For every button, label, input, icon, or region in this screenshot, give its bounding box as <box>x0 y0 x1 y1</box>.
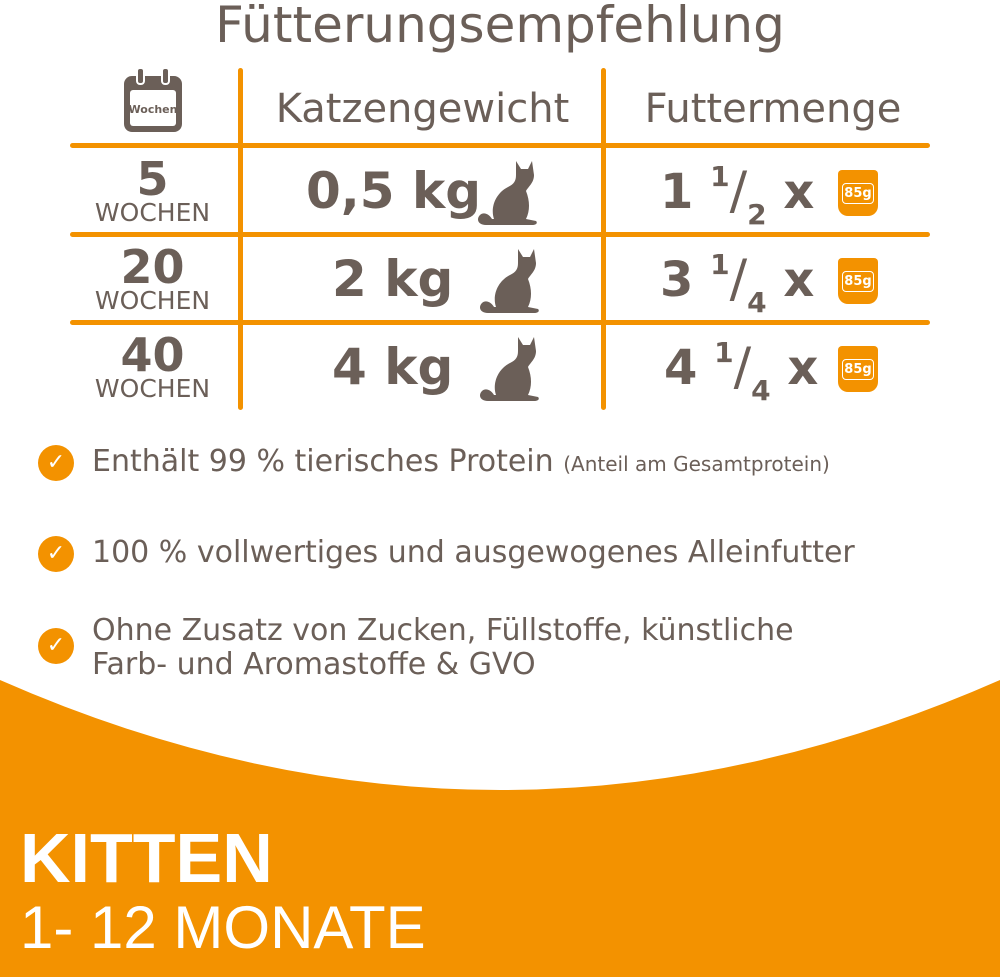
amount-times: x <box>787 340 819 396</box>
weight-value: 4 kg <box>332 338 454 396</box>
amount-value: 4 1/4 x <box>664 336 819 407</box>
banner-title: KITTEN <box>20 819 273 897</box>
amount-numerator: 1 <box>714 336 734 369</box>
amount-value: 3 1/4 x <box>660 248 815 319</box>
food-pouch-icon: 85g <box>838 258 878 304</box>
weeks-cell: 40 WOCHEN <box>70 332 235 401</box>
pouch-label: 85g <box>842 358 874 380</box>
bullet-text: Ohne Zusatz von Zucken, Füllstoffe, küns… <box>92 613 794 682</box>
calendar-icon: Wochen <box>124 67 182 132</box>
amount-denominator: 4 <box>747 286 767 319</box>
check-circle-icon: ✓ <box>38 628 74 664</box>
cat-silhouette-icon <box>478 335 540 401</box>
amount-whole: 4 <box>664 340 698 396</box>
food-pouch-icon: 85g <box>838 170 878 216</box>
weeks-cell: 5 WOCHEN <box>70 156 235 225</box>
bullet-note: (Anteil am Gesamtprotein) <box>563 452 830 476</box>
food-pouch-icon: 85g <box>838 346 878 392</box>
banner-subtitle: 1- 12 MONATE <box>20 894 426 961</box>
bullet-item: ✓ Enthält 99 % tierisches Protein (Antei… <box>38 445 830 481</box>
weeks-cell: 20 WOCHEN <box>70 244 235 313</box>
cat-silhouette-icon <box>476 159 538 225</box>
bullet-item: ✓ 100 % vollwertiges und ausgewogenes Al… <box>38 536 855 572</box>
table-divider <box>70 143 930 148</box>
amount-whole: 1 <box>660 164 694 220</box>
amount-numerator: 1 <box>710 248 730 281</box>
weeks-number: 40 <box>120 328 185 382</box>
amount-value: 1 1/2 x <box>660 160 815 231</box>
header-amount: Futtermenge <box>644 86 902 132</box>
bullet-item: ✓ Ohne Zusatz von Zucken, Füllstoffe, kü… <box>38 614 898 682</box>
calendar-label: Wochen <box>129 103 178 116</box>
amount-whole: 3 <box>660 252 694 308</box>
amount-denominator: 2 <box>747 198 767 231</box>
weight-value: 2 kg <box>332 250 454 308</box>
weeks-number: 5 <box>136 152 169 206</box>
amount-denominator: 4 <box>751 374 771 407</box>
table-divider <box>70 232 930 237</box>
table-divider <box>70 320 930 325</box>
orange-banner <box>0 680 1000 977</box>
weeks-unit: WOCHEN <box>94 286 211 315</box>
check-circle-icon: ✓ <box>38 536 74 572</box>
weeks-unit: WOCHEN <box>94 198 211 227</box>
cat-silhouette-icon <box>478 247 540 313</box>
bullet-text: 100 % vollwertiges und ausgewogenes Alle… <box>92 535 855 570</box>
header-weight: Katzengewicht <box>275 86 570 132</box>
pouch-label: 85g <box>842 270 874 292</box>
amount-numerator: 1 <box>710 160 730 193</box>
amount-times: x <box>783 164 815 220</box>
weight-value: 0,5 kg <box>306 162 482 220</box>
check-circle-icon: ✓ <box>38 445 74 481</box>
table-divider <box>601 68 606 410</box>
page-title: Fütterungsempfehlung <box>215 0 785 54</box>
amount-times: x <box>783 252 815 308</box>
table-divider <box>238 68 243 410</box>
weeks-number: 20 <box>120 240 185 294</box>
weeks-unit: WOCHEN <box>94 374 211 403</box>
bullet-text: Enthält 99 % tierisches Protein <box>92 444 554 479</box>
pouch-label: 85g <box>842 182 874 204</box>
